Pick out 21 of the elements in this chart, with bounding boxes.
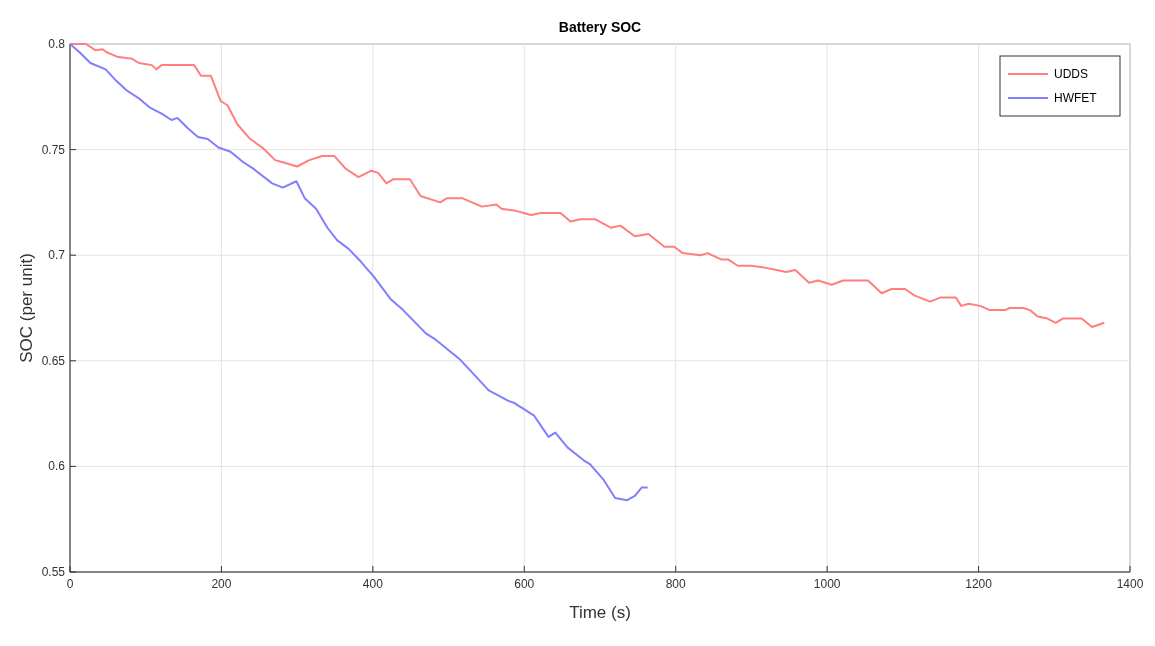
y-tick-label: 0.7 <box>48 248 66 263</box>
legend-label: HWFET <box>1054 91 1098 105</box>
x-tick-label: 0 <box>66 577 74 591</box>
x-tick-label: 1000 <box>813 577 841 591</box>
y-tick-label: 0.6 <box>48 459 66 474</box>
line-series <box>69 43 649 502</box>
y-tick-label: 0.8 <box>48 37 66 51</box>
x-tick-label: 600 <box>514 577 535 591</box>
y-tick-label: 0.65 <box>41 353 66 368</box>
x-tick-label: 400 <box>362 577 384 591</box>
y-tick-label: 0.55 <box>41 565 66 579</box>
legend-label: UDDS <box>1054 67 1089 81</box>
x-tick-label: 200 <box>211 577 232 591</box>
y-axis-title: SOC (per unit) <box>17 253 36 363</box>
x-axis-title: Time (s) <box>569 603 631 622</box>
x-tick-label: 1200 <box>965 577 993 591</box>
chart-title: Battery SOC <box>558 19 642 35</box>
y-tick-label: 0.75 <box>41 142 66 157</box>
x-tick-label: 1400 <box>1116 577 1144 591</box>
line-series <box>69 43 1106 329</box>
x-tick-label: 800 <box>665 577 687 591</box>
